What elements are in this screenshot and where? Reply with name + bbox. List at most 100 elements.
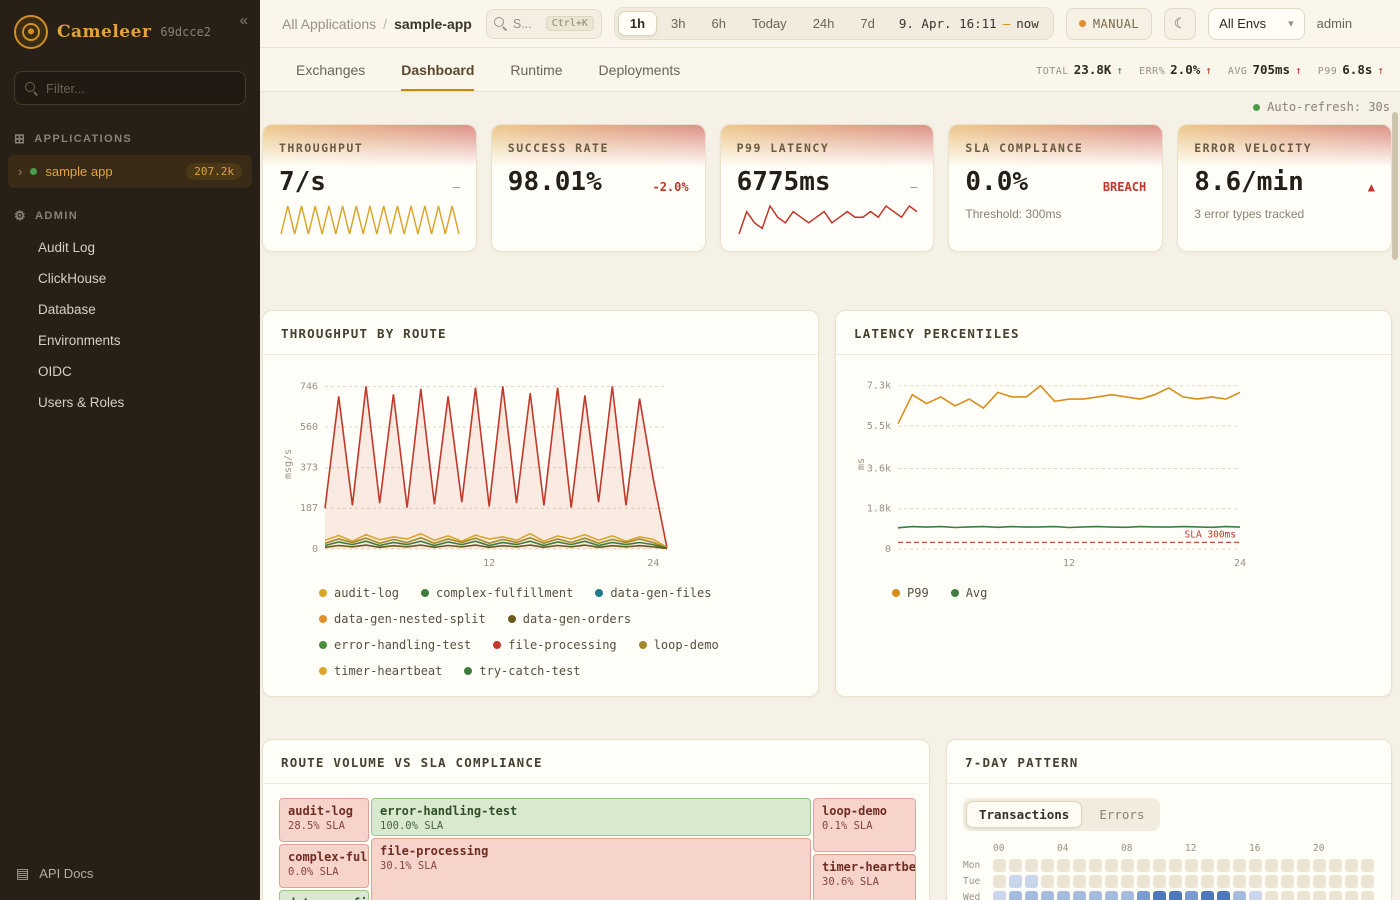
heat-cell[interactable] bbox=[1089, 859, 1102, 872]
sidebar-collapse-icon[interactable]: « bbox=[239, 12, 248, 29]
heat-cell[interactable] bbox=[1137, 875, 1150, 888]
legend-audit-log[interactable]: audit-log bbox=[319, 586, 399, 600]
legend-try-catch-test[interactable]: try-catch-test bbox=[464, 664, 581, 678]
heat-cell[interactable] bbox=[1025, 859, 1038, 872]
heat-cell[interactable] bbox=[1105, 859, 1118, 872]
toggle-transactions[interactable]: Transactions bbox=[966, 801, 1083, 828]
heat-cell[interactable] bbox=[1009, 891, 1022, 900]
toggle-errors[interactable]: Errors bbox=[1086, 801, 1157, 828]
tab-exchanges[interactable]: Exchanges bbox=[296, 48, 365, 91]
heat-cell[interactable] bbox=[1217, 859, 1230, 872]
scrollbar-thumb[interactable] bbox=[1392, 112, 1398, 260]
heat-cell[interactable] bbox=[1073, 891, 1086, 900]
heat-cell[interactable] bbox=[1201, 875, 1214, 888]
latency-percentiles-chart[interactable]: 7.3k 5.5k 3.6k 1.8k 0 12 24 ms SLA 300ms bbox=[852, 369, 1252, 571]
heat-cell[interactable] bbox=[1313, 859, 1326, 872]
heat-cell[interactable] bbox=[1297, 859, 1310, 872]
heat-cell[interactable] bbox=[1249, 875, 1262, 888]
heat-cell[interactable] bbox=[1089, 875, 1102, 888]
heat-cell[interactable] bbox=[1105, 891, 1118, 900]
heat-cell[interactable] bbox=[1249, 859, 1262, 872]
heat-cell[interactable] bbox=[1121, 859, 1134, 872]
heat-cell[interactable] bbox=[1105, 875, 1118, 888]
heat-cell[interactable] bbox=[1345, 891, 1358, 900]
legend-data-gen-files[interactable]: data-gen-files bbox=[595, 586, 711, 600]
heat-cell[interactable] bbox=[1073, 859, 1086, 872]
env-select[interactable]: All Envs ▾ bbox=[1208, 7, 1305, 40]
user-name[interactable]: admin bbox=[1316, 16, 1353, 31]
legend-file-processing[interactable]: file-processing bbox=[493, 638, 617, 652]
heat-cell[interactable] bbox=[1313, 891, 1326, 900]
heat-cell[interactable] bbox=[1057, 891, 1070, 900]
heat-cell[interactable] bbox=[1233, 859, 1246, 872]
chevron-right-icon[interactable]: › bbox=[18, 164, 23, 179]
heat-cell[interactable] bbox=[1201, 859, 1214, 872]
heat-cell[interactable] bbox=[1169, 859, 1182, 872]
heat-cell[interactable] bbox=[1345, 875, 1358, 888]
legend-data-gen-nested-split[interactable]: data-gen-nested-split bbox=[319, 612, 486, 626]
heat-cell[interactable] bbox=[1297, 891, 1310, 900]
sidebar-item-users-roles[interactable]: Users & Roles bbox=[38, 395, 125, 410]
legend-loop-demo[interactable]: loop-demo bbox=[638, 638, 719, 652]
heat-cell[interactable] bbox=[1137, 891, 1150, 900]
heat-cell[interactable] bbox=[1041, 859, 1054, 872]
heat-cell[interactable] bbox=[1233, 891, 1246, 900]
throughput-by-route-chart[interactable]: 746 560 373 187 0 12 24 msg/s bbox=[279, 369, 679, 571]
tab-runtime[interactable]: Runtime bbox=[510, 48, 562, 91]
heat-cell[interactable] bbox=[1345, 859, 1358, 872]
api-docs-link[interactable]: ▤ API Docs bbox=[0, 847, 260, 900]
legend-error-handling-test[interactable]: error-handling-test bbox=[319, 638, 471, 652]
treemap-node-file-processing[interactable]: file-processing 30.1% SLA bbox=[371, 838, 811, 900]
range-today[interactable]: Today bbox=[740, 11, 799, 36]
heat-cell[interactable] bbox=[1121, 875, 1134, 888]
treemap-node-data-gen-files[interactable]: data-gen-files100.0% SLA bbox=[279, 890, 369, 900]
range-6h[interactable]: 6h bbox=[700, 11, 738, 36]
heat-cell[interactable] bbox=[1281, 875, 1294, 888]
heat-cell[interactable] bbox=[1217, 875, 1230, 888]
legend-timer-heartbeat[interactable]: timer-heartbeat bbox=[319, 664, 442, 678]
tab-deployments[interactable]: Deployments bbox=[599, 48, 681, 91]
heat-cell[interactable] bbox=[1185, 891, 1198, 900]
heat-cell[interactable] bbox=[1329, 891, 1342, 900]
heat-cell[interactable] bbox=[1265, 859, 1278, 872]
heat-cell[interactable] bbox=[1185, 875, 1198, 888]
global-search[interactable]: S... Ctrl+K bbox=[485, 8, 602, 39]
time-window[interactable]: 9. Apr. 16:11 — now bbox=[895, 16, 1043, 31]
heat-cell[interactable] bbox=[1361, 875, 1374, 888]
sidebar-item-database[interactable]: Database bbox=[38, 302, 96, 317]
heat-cell[interactable] bbox=[1025, 891, 1038, 900]
heat-cell[interactable] bbox=[1137, 859, 1150, 872]
heat-cell[interactable] bbox=[1233, 875, 1246, 888]
heat-cell[interactable] bbox=[1153, 891, 1166, 900]
range-24h[interactable]: 24h bbox=[801, 11, 847, 36]
heat-cell[interactable] bbox=[1265, 875, 1278, 888]
legend-avg[interactable]: Avg bbox=[950, 586, 987, 600]
heat-cell[interactable] bbox=[1313, 875, 1326, 888]
heat-cell[interactable] bbox=[1153, 875, 1166, 888]
sidebar-item-audit-log[interactable]: Audit Log bbox=[38, 240, 96, 255]
heat-cell[interactable] bbox=[1025, 875, 1038, 888]
heat-cell[interactable] bbox=[1041, 891, 1054, 900]
heat-cell[interactable] bbox=[1041, 875, 1054, 888]
heat-cell[interactable] bbox=[1121, 891, 1134, 900]
legend-complex-fulfillment[interactable]: complex-fulfillment bbox=[421, 586, 573, 600]
breadcrumb-all-applications[interactable]: All Applications bbox=[282, 15, 377, 32]
heat-cell[interactable] bbox=[1169, 875, 1182, 888]
sidebar-item-sample-app[interactable]: › sample app 207.2k bbox=[8, 155, 252, 188]
heat-cell[interactable] bbox=[993, 891, 1006, 900]
heat-cell[interactable] bbox=[1361, 859, 1374, 872]
treemap-node-timer-heartbeat[interactable]: timer-heartbeat 30.6% SLA bbox=[813, 854, 916, 900]
heat-cell[interactable] bbox=[1201, 891, 1214, 900]
legend-p99[interactable]: P99 bbox=[892, 586, 929, 600]
sidebar-item-clickhouse[interactable]: ClickHouse bbox=[38, 271, 107, 286]
heat-cell[interactable] bbox=[1009, 859, 1022, 872]
heat-cell[interactable] bbox=[1089, 891, 1102, 900]
heat-cell[interactable] bbox=[1217, 891, 1230, 900]
treemap-node-complex-fulfil[interactable]: complex-fulfil… 0.0% SLA bbox=[279, 844, 369, 888]
heat-cell[interactable] bbox=[1281, 891, 1294, 900]
heat-cell[interactable] bbox=[1281, 859, 1294, 872]
heat-cell[interactable] bbox=[1153, 859, 1166, 872]
treemap-node-error-handling-test[interactable]: error-handling-test 100.0% SLA bbox=[371, 798, 811, 836]
heat-cell[interactable] bbox=[1265, 891, 1278, 900]
heat-cell[interactable] bbox=[1329, 859, 1342, 872]
